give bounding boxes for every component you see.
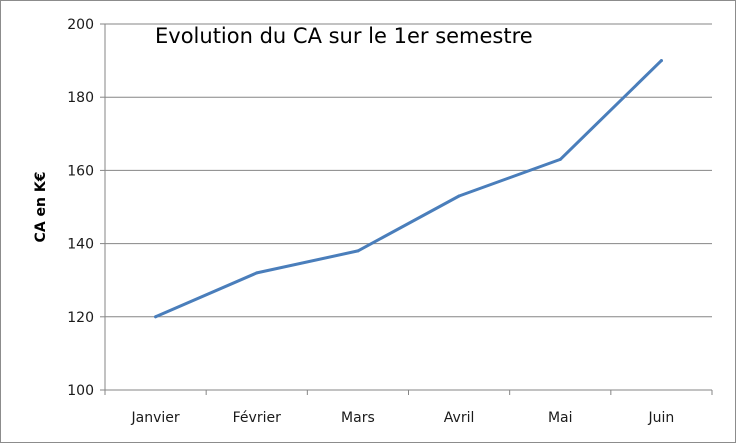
series-line [154, 59, 663, 319]
y-tick-label: 120 [67, 310, 94, 326]
x-tick-label: Janvier [131, 410, 180, 426]
x-tick-label: Juin [648, 410, 675, 426]
x-tick-marks [104, 390, 713, 395]
gridlines [100, 23, 712, 391]
y-axis-label: CA en K€ [33, 172, 49, 243]
x-tick-labels: Janvier Février Mars Avril Mai Juin [131, 410, 675, 426]
y-tick-label: 160 [67, 163, 94, 179]
y-tick-label: 180 [67, 90, 94, 106]
data-point [457, 194, 461, 198]
data-point [558, 157, 562, 161]
series-lines [154, 59, 663, 319]
data-point [154, 315, 158, 319]
x-tick-label: Mars [341, 410, 375, 426]
y-tick-label: 100 [67, 383, 94, 399]
y-tick-labels: 100 120 140 160 180 200 [67, 17, 94, 399]
x-tick-label: Février [233, 410, 281, 426]
y-tick-label: 140 [67, 237, 94, 253]
y-tick-label: 200 [67, 17, 94, 33]
x-tick-label: Mai [548, 410, 573, 426]
x-tick-label: Avril [444, 410, 475, 426]
chart-title: Evolution du CA sur le 1er semestre [155, 24, 533, 48]
data-point [255, 271, 259, 275]
data-point [356, 249, 360, 253]
data-point [659, 59, 663, 63]
